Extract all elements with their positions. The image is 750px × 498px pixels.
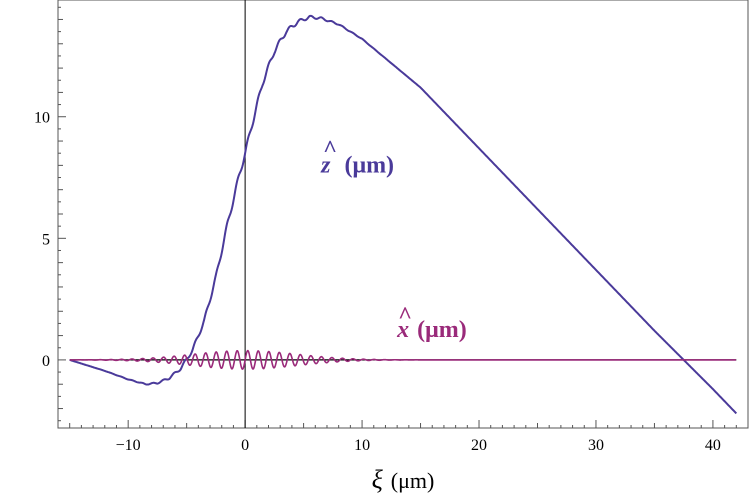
series-group (69, 14, 738, 415)
labels-group: z (μm)^x (μm)^ξ (μm) (320, 137, 467, 494)
y-tick-label: 10 (34, 110, 50, 127)
x-series-label: x (μm) (396, 317, 467, 343)
z-series-line (69, 14, 738, 415)
z-series-label: z (μm) (320, 153, 394, 179)
x-tick-label: 30 (588, 437, 604, 454)
x-tick-label: 20 (471, 437, 487, 454)
plot-frame (57, 0, 749, 429)
x-tick-label: 10 (354, 437, 370, 454)
x-hat-mark: ^ (398, 303, 412, 329)
x-series-line (69, 349, 736, 370)
x-tick-label: −10 (116, 437, 141, 454)
tick-group: −10 0 10 20 30 40 0 5 10 (34, 6, 737, 454)
x-tick-label: 40 (705, 437, 721, 454)
z-hat-mark: ^ (323, 137, 337, 163)
x-axis-label: ξ (μm) (372, 465, 435, 494)
axes-group (69, 0, 737, 428)
y-tick-label: 5 (42, 231, 50, 248)
y-tick-label: 0 (42, 353, 50, 370)
x-tick-label: 0 (241, 437, 249, 454)
